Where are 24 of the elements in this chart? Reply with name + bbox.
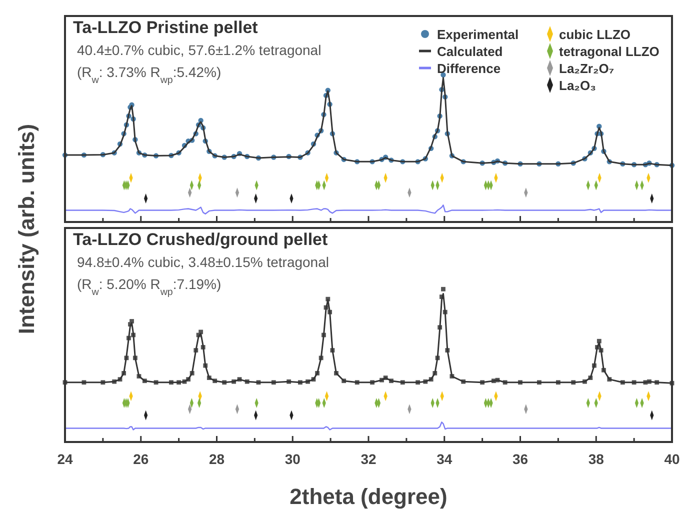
x-tick-label: 36 (512, 451, 528, 467)
legend-label: La₂Zr₂O₇ (559, 61, 614, 76)
x-tick-label: 28 (208, 451, 225, 467)
x-tick-label: 34 (436, 451, 452, 467)
annotation: (R$_{w}$: 3.73% R$_{wp}$:5.42%) (77, 64, 222, 86)
legend-label: La₂O₃ (559, 78, 596, 93)
legend-label: Difference (437, 61, 501, 76)
x-tick-label: 32 (360, 451, 376, 467)
chart-title: Ta-LLZO Crushed/ground pellet (73, 230, 328, 249)
chart-title: Ta-LLZO Pristine pellet (73, 18, 258, 37)
x-axis-title: 2theta (degree) (290, 484, 448, 509)
legend-label: Calculated (437, 44, 503, 59)
x-tick-label: 26 (133, 451, 149, 467)
annotation: (R$_{w}$: 5.20% R$_{wp}$:7.19%) (77, 276, 222, 298)
x-tick-label: 24 (57, 451, 73, 467)
text: 40.4±0.7% cubic, 57.6±1.2% tetragonal (77, 42, 322, 58)
y-axis-title: Intensity (arb. units) (14, 124, 39, 334)
legend-label: cubic LLZO (559, 27, 630, 42)
legend-label: tetragonal LLZO (559, 44, 660, 59)
text: 94.8±0.4% cubic, 3.48±0.15% tetragonal (77, 254, 329, 270)
x-tick-label: 30 (284, 451, 301, 467)
legend-label: Experimental (437, 27, 519, 42)
x-tick-label: 38 (588, 451, 604, 467)
x-tick-label: 40 (664, 451, 680, 467)
